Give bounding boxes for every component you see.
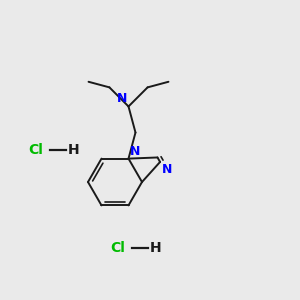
- Text: N: N: [117, 92, 128, 106]
- Text: N: N: [130, 145, 140, 158]
- Text: Cl: Cl: [28, 143, 43, 157]
- Text: N: N: [162, 163, 172, 176]
- Text: H: H: [150, 241, 162, 255]
- Text: H: H: [68, 143, 80, 157]
- Text: Cl: Cl: [110, 241, 125, 255]
